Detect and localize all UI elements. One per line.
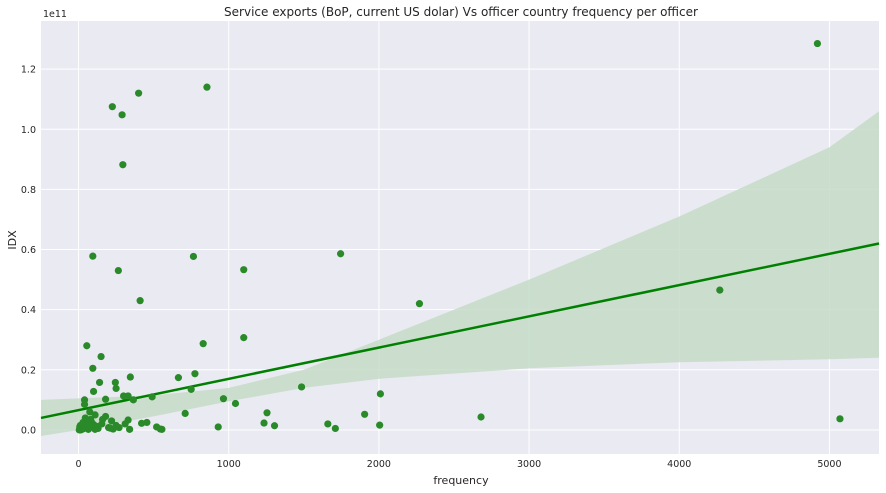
data-point: [477, 413, 485, 421]
y-tick-label: 0.8: [21, 185, 36, 196]
data-point: [214, 423, 222, 431]
data-point: [240, 334, 248, 342]
data-point: [129, 396, 137, 404]
data-point: [101, 412, 110, 421]
chart-title: Service exports (BoP, current US dolar) …: [224, 5, 698, 19]
y-offset-label: 1e11: [43, 9, 67, 20]
x-tick-label: 3000: [517, 459, 541, 470]
data-point: [121, 420, 129, 428]
data-point: [115, 423, 123, 432]
data-point: [98, 420, 106, 428]
data-point: [89, 387, 98, 396]
data-point: [331, 424, 339, 433]
data-point: [191, 370, 199, 378]
data-point: [270, 422, 279, 430]
y-tick-label: 0.0: [21, 425, 36, 436]
confidence-band: [41, 111, 879, 436]
data-point: [716, 286, 724, 294]
data-point: [89, 252, 97, 260]
data-point: [219, 395, 228, 403]
data-point: [136, 297, 144, 305]
data-point: [231, 399, 240, 408]
data-point: [174, 374, 183, 382]
x-tick-label: 2000: [367, 459, 391, 470]
data-point: [119, 161, 127, 169]
data-point: [97, 352, 105, 361]
data-point: [91, 411, 99, 419]
regression-line: [40, 242, 880, 420]
data-point: [240, 266, 248, 274]
data-point: [112, 384, 120, 393]
y-tick-label: 0.2: [21, 365, 36, 376]
data-point: [95, 378, 104, 387]
data-point: [158, 425, 166, 433]
data-point: [143, 418, 151, 427]
data-point: [181, 409, 189, 418]
data-point: [189, 252, 198, 261]
x-tick-label: 5000: [817, 459, 841, 470]
data-point: [836, 415, 844, 423]
data-point: [337, 250, 345, 258]
data-point: [118, 111, 126, 119]
y-axis-label: IDX: [6, 230, 19, 250]
data-point: [199, 340, 207, 348]
y-tick-label: 1.0: [21, 125, 36, 136]
data-point: [124, 392, 132, 400]
data-point: [187, 385, 195, 393]
data-point: [83, 342, 91, 350]
data-point: [87, 417, 95, 426]
data-point: [126, 425, 134, 433]
confidence-band-group: [41, 111, 879, 436]
y-tick-labels: 0.0 0.2 0.4 0.6 0.8 1.0 1.2: [21, 65, 36, 437]
data-points: [75, 39, 844, 434]
data-point: [376, 421, 384, 429]
data-point: [203, 83, 211, 91]
y-tick-label: 0.4: [21, 305, 36, 316]
data-point: [114, 266, 122, 275]
x-tick-label: 1000: [217, 459, 241, 470]
data-point: [89, 364, 97, 372]
regression-line-group: [40, 242, 880, 420]
data-point: [80, 400, 89, 408]
data-point: [297, 383, 306, 391]
data-point: [126, 373, 134, 381]
data-point: [108, 103, 116, 111]
data-point: [106, 424, 114, 432]
data-point: [135, 89, 143, 97]
y-tick-label: 0.6: [21, 245, 36, 256]
data-point: [111, 378, 119, 387]
data-point: [324, 420, 332, 428]
data-point: [813, 39, 822, 48]
data-point: [148, 393, 156, 401]
data-point: [107, 417, 116, 425]
x-tick-label: 0: [76, 459, 82, 470]
data-point: [260, 419, 268, 427]
data-point: [101, 395, 110, 403]
x-tick-labels: 0 1000 2000 3000 4000 5000: [76, 459, 842, 470]
data-point: [263, 409, 271, 417]
data-point: [86, 408, 94, 416]
x-axis-label: frequency: [433, 474, 489, 487]
y-tick-label: 1.2: [21, 65, 36, 76]
x-tick-label: 4000: [667, 459, 691, 470]
data-point: [376, 390, 385, 398]
data-point: [415, 300, 424, 308]
data-point: [361, 410, 369, 418]
